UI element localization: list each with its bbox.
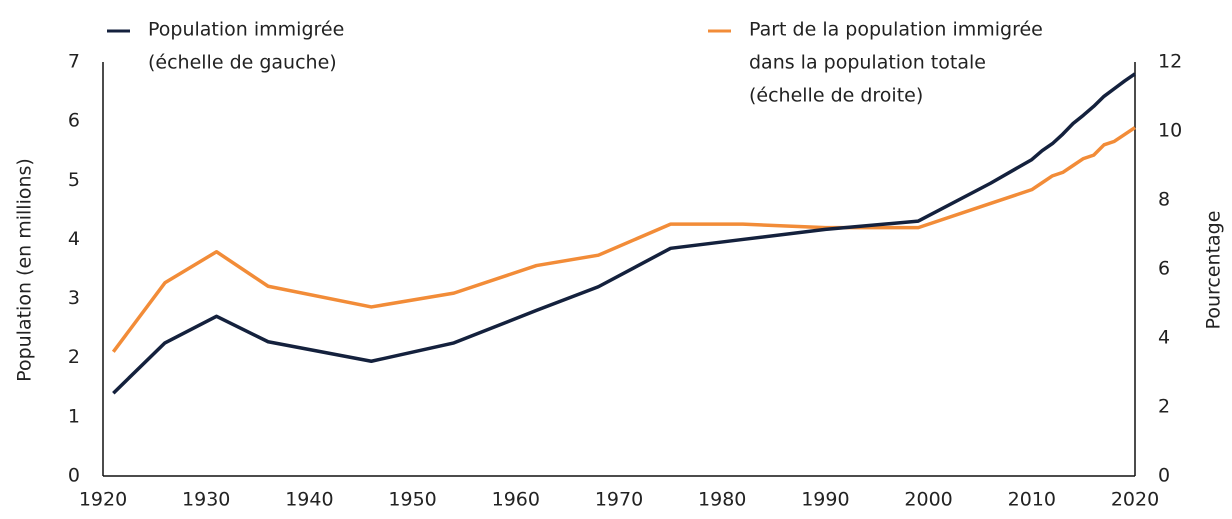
legend-label: (échelle de gauche) xyxy=(148,52,337,74)
y-tick-label: 4 xyxy=(68,228,80,250)
y-tick-label: 0 xyxy=(68,465,80,487)
legend-label: Part de la population immigrée xyxy=(749,19,1043,41)
x-tick-label: 1960 xyxy=(492,489,540,511)
y2-tick-label: 2 xyxy=(1158,396,1170,418)
legend-label: Population immigrée xyxy=(148,19,344,41)
x-tick-label: 1980 xyxy=(698,489,746,511)
x-tick-label: 1950 xyxy=(388,489,436,511)
legend-label: dans la population totale xyxy=(749,52,986,74)
series-line xyxy=(112,72,1136,395)
y2-tick-label: 6 xyxy=(1158,258,1170,280)
y-tick-label: 6 xyxy=(68,110,80,132)
x-tick-label: 2010 xyxy=(1008,489,1056,511)
x-tick-label: 1990 xyxy=(801,489,849,511)
y2-axis-label: Pourcentage xyxy=(1203,211,1225,330)
x-tick-label: 1920 xyxy=(79,489,127,511)
y2-tick-label: 10 xyxy=(1158,120,1182,142)
x-tick-label: 1930 xyxy=(182,489,230,511)
y-tick-label: 3 xyxy=(68,287,80,309)
y2-tick-label: 8 xyxy=(1158,189,1170,211)
series-line xyxy=(111,126,1136,353)
y-tick-label: 7 xyxy=(68,51,80,73)
x-tick-label: 1970 xyxy=(595,489,643,511)
y2-tick-label: 4 xyxy=(1158,327,1170,349)
y-tick-label: 5 xyxy=(68,169,80,191)
y2-tick-label: 0 xyxy=(1158,465,1170,487)
x-tick-label: 2000 xyxy=(904,489,952,511)
y2-tick-label: 12 xyxy=(1158,51,1182,73)
legend-label: (échelle de droite) xyxy=(749,85,923,107)
x-tick-label: 1940 xyxy=(285,489,333,511)
y-tick-label: 1 xyxy=(68,405,80,427)
x-tick-label: 2020 xyxy=(1111,489,1159,511)
y-axis-label: Population (en millions) xyxy=(14,158,36,382)
y-tick-label: 2 xyxy=(68,346,80,368)
